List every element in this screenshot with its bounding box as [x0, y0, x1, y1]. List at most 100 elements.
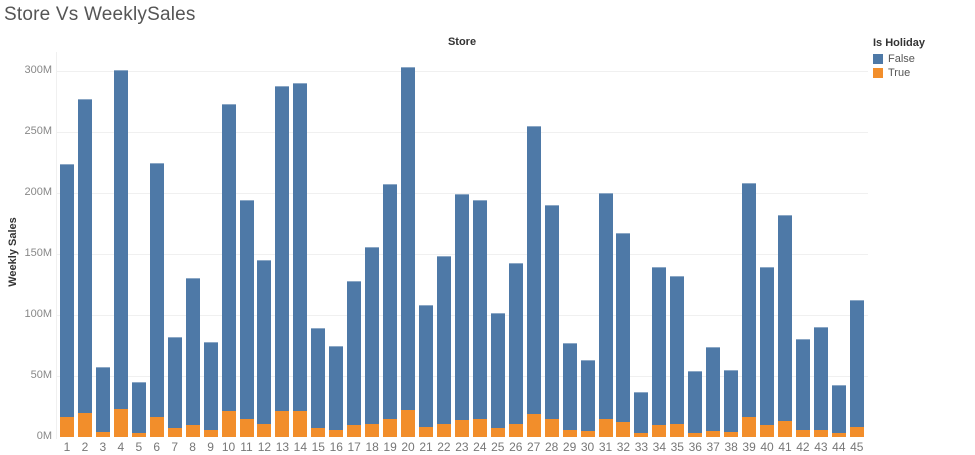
bar-segment-true[interactable] — [562, 429, 577, 437]
bar-store-43[interactable] — [813, 327, 828, 437]
bar-segment-true[interactable] — [724, 432, 739, 437]
bar-segment-true[interactable] — [221, 411, 236, 437]
bar-store-10[interactable] — [221, 103, 236, 437]
bar-segment-false[interactable] — [311, 328, 326, 429]
bar-segment-false[interactable] — [149, 162, 164, 418]
bar-store-11[interactable] — [239, 200, 254, 437]
bar-store-20[interactable] — [401, 67, 416, 437]
bar-store-26[interactable] — [508, 262, 523, 437]
legend-item-false[interactable]: False — [873, 52, 925, 66]
bar-store-2[interactable] — [77, 99, 92, 437]
bar-store-4[interactable] — [113, 69, 128, 437]
bar-segment-true[interactable] — [311, 428, 326, 437]
bar-segment-false[interactable] — [221, 103, 236, 412]
bar-store-8[interactable] — [185, 278, 200, 437]
bar-segment-true[interactable] — [239, 418, 254, 437]
bar-segment-false[interactable] — [347, 280, 362, 425]
bar-segment-false[interactable] — [472, 200, 487, 419]
bar-segment-false[interactable] — [813, 327, 828, 430]
bar-store-36[interactable] — [688, 371, 703, 437]
bar-segment-false[interactable] — [77, 99, 92, 413]
bar-store-31[interactable] — [598, 193, 613, 437]
bar-segment-true[interactable] — [526, 413, 541, 437]
bar-segment-true[interactable] — [490, 428, 505, 437]
bar-store-24[interactable] — [472, 200, 487, 437]
bar-store-22[interactable] — [436, 256, 451, 437]
bar-segment-true[interactable] — [131, 433, 146, 437]
bar-segment-false[interactable] — [329, 345, 344, 430]
bar-segment-false[interactable] — [544, 205, 559, 419]
bar-segment-false[interactable] — [795, 339, 810, 430]
bar-segment-false[interactable] — [562, 343, 577, 430]
bar-store-17[interactable] — [347, 280, 362, 437]
bar-store-45[interactable] — [849, 300, 864, 437]
bar-segment-true[interactable] — [383, 418, 398, 437]
bar-store-16[interactable] — [329, 345, 344, 438]
bar-segment-false[interactable] — [419, 305, 433, 428]
bar-segment-true[interactable] — [401, 410, 416, 437]
bar-segment-false[interactable] — [598, 193, 613, 419]
bar-segment-true[interactable] — [329, 429, 344, 437]
bar-store-30[interactable] — [580, 360, 595, 437]
bar-store-40[interactable] — [760, 267, 775, 437]
bar-segment-false[interactable] — [831, 384, 846, 434]
bar-segment-false[interactable] — [724, 369, 739, 433]
bar-segment-false[interactable] — [401, 67, 416, 411]
bar-segment-true[interactable] — [95, 432, 110, 437]
bar-segment-true[interactable] — [60, 417, 74, 437]
bar-segment-false[interactable] — [580, 360, 595, 431]
bar-segment-false[interactable] — [60, 163, 74, 418]
bar-segment-false[interactable] — [185, 278, 200, 425]
bar-segment-true[interactable] — [347, 424, 362, 437]
bar-store-28[interactable] — [544, 205, 559, 437]
bar-store-12[interactable] — [257, 260, 272, 437]
bar-segment-true[interactable] — [634, 433, 649, 437]
bar-segment-false[interactable] — [616, 233, 631, 423]
bar-segment-true[interactable] — [760, 424, 775, 437]
bar-segment-true[interactable] — [706, 430, 721, 437]
bar-segment-true[interactable] — [616, 422, 631, 437]
bar-store-38[interactable] — [724, 369, 739, 437]
bar-segment-false[interactable] — [95, 367, 110, 433]
bar-segment-true[interactable] — [670, 423, 685, 437]
bar-segment-false[interactable] — [293, 83, 308, 412]
bar-segment-true[interactable] — [257, 423, 272, 437]
bar-segment-false[interactable] — [203, 341, 218, 430]
bar-segment-false[interactable] — [239, 200, 254, 419]
bar-segment-true[interactable] — [742, 417, 757, 437]
bar-store-25[interactable] — [490, 312, 505, 437]
bar-store-15[interactable] — [311, 328, 326, 437]
bar-segment-true[interactable] — [167, 428, 182, 437]
bar-segment-true[interactable] — [203, 429, 218, 437]
bar-segment-true[interactable] — [185, 424, 200, 437]
bar-store-44[interactable] — [831, 384, 846, 437]
bar-segment-true[interactable] — [149, 417, 164, 437]
bar-store-35[interactable] — [670, 275, 685, 437]
bar-segment-true[interactable] — [293, 411, 308, 437]
bar-segment-false[interactable] — [257, 260, 272, 424]
bar-segment-true[interactable] — [778, 421, 792, 437]
bar-store-3[interactable] — [95, 367, 110, 437]
bar-segment-false[interactable] — [275, 85, 290, 412]
bar-segment-true[interactable] — [688, 433, 703, 437]
bar-segment-true[interactable] — [275, 411, 290, 437]
bar-store-19[interactable] — [383, 184, 398, 437]
bar-segment-false[interactable] — [742, 183, 757, 418]
bar-store-1[interactable] — [60, 163, 74, 437]
bar-segment-true[interactable] — [508, 423, 523, 437]
bar-store-37[interactable] — [706, 346, 721, 437]
bar-segment-true[interactable] — [113, 408, 128, 437]
bar-segment-true[interactable] — [580, 430, 595, 437]
bar-store-29[interactable] — [562, 343, 577, 437]
bar-segment-true[interactable] — [454, 419, 469, 437]
bar-store-23[interactable] — [454, 194, 469, 437]
bar-store-34[interactable] — [652, 267, 667, 437]
bar-store-6[interactable] — [149, 162, 164, 438]
bar-store-27[interactable] — [526, 125, 541, 437]
bar-segment-false[interactable] — [383, 184, 398, 419]
bar-segment-false[interactable] — [634, 391, 649, 434]
bar-store-41[interactable] — [778, 214, 792, 437]
bar-segment-false[interactable] — [436, 256, 451, 424]
bar-segment-true[interactable] — [849, 427, 864, 437]
bar-segment-true[interactable] — [795, 429, 810, 437]
